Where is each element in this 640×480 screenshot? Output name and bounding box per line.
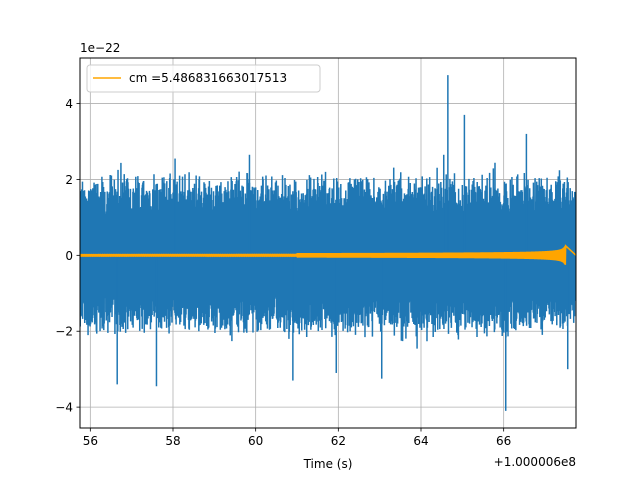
x-tick-label: 60 <box>248 434 263 448</box>
legend-entry-label: cm =5.486831663017513 <box>129 71 287 85</box>
y-tick-label: 4 <box>65 97 73 111</box>
series-chirp-line <box>80 244 576 265</box>
x-tick-label: 62 <box>331 434 346 448</box>
y-tick-label: −4 <box>55 401 73 415</box>
y-axis: −4 −2 0 2 4 <box>55 97 80 415</box>
x-offset-label: +1.000006e8 <box>494 455 576 469</box>
y-tick-label: 0 <box>65 249 73 263</box>
legend: cm =5.486831663017513 <box>86 64 321 93</box>
x-tick-label: 64 <box>413 434 428 448</box>
x-axis: 56 58 60 62 64 66 <box>83 428 511 448</box>
series-noise-line <box>80 162 576 349</box>
series-layer <box>80 75 576 411</box>
y-tick-label: −2 <box>55 325 73 339</box>
x-tick-label: 56 <box>83 434 98 448</box>
y-tick-label: 2 <box>65 173 73 187</box>
axes-frame <box>79 57 577 429</box>
y-scale-label: 1e−22 <box>80 41 120 55</box>
x-tick-label: 66 <box>496 434 511 448</box>
legend-frame <box>86 64 321 93</box>
x-tick-label: 58 <box>165 434 180 448</box>
x-axis-label: Time (s) <box>303 457 353 471</box>
